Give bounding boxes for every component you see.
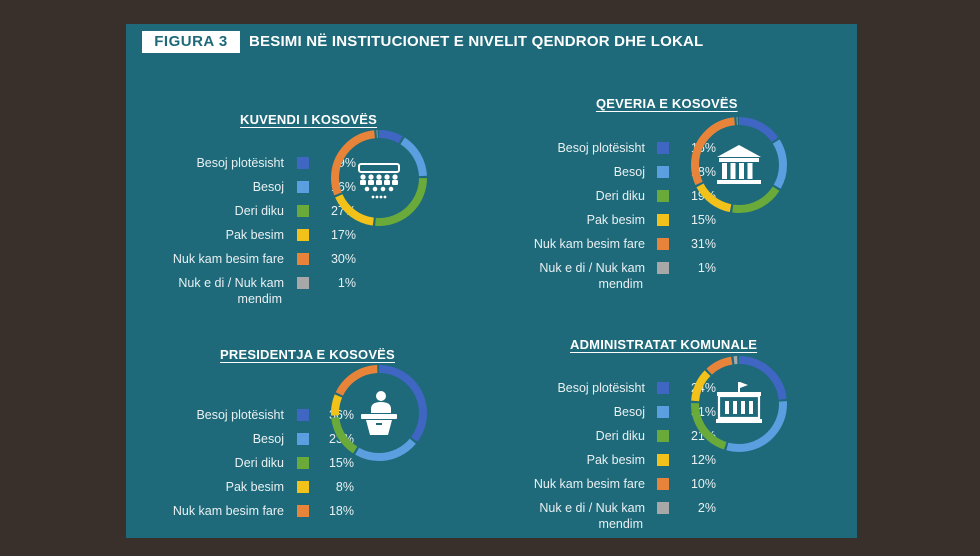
kuvendi-i-kosoves-legend-swatch	[297, 229, 309, 241]
assembly-hall-icon	[359, 164, 399, 198]
kuvendi-i-kosoves-legend-label: Nuk e di / Nuk kam mendim	[134, 275, 284, 307]
presidentja-e-kosoves-legend-swatch	[297, 433, 309, 445]
administratat-komunale-legend-label: Nuk kam besim fare	[495, 476, 645, 492]
qeveria-e-kosoves-legend-label: Pak besim	[495, 212, 645, 228]
administratat-komunale-legend-swatch	[657, 430, 669, 442]
presidentja-e-kosoves-legend-swatch	[297, 505, 309, 517]
kuvendi-i-kosoves-legend-label: Pak besim	[134, 227, 284, 243]
administratat-komunale-legend-label: Nuk e di / Nuk kam mendim	[495, 500, 645, 532]
kuvendi-i-kosoves-legend-swatch	[297, 205, 309, 217]
kuvendi-i-kosoves-data-label: 1%	[316, 275, 356, 291]
qeveria-e-kosoves-data-label: 1%	[676, 260, 716, 276]
administratat-komunale-legend-label: Deri diku	[495, 428, 645, 444]
qeveria-e-kosoves-legend-label: Nuk e di / Nuk kam mendim	[495, 260, 645, 292]
administratat-komunale-legend-label: Pak besim	[495, 452, 645, 468]
figure-title: BESIMI NË INSTITUCIONET E NIVELIT QENDRO…	[249, 31, 703, 53]
administratat-komunale-legend-swatch	[657, 382, 669, 394]
administratat-komunale-legend-swatch	[657, 478, 669, 490]
qeveria-e-kosoves-title: QEVERIA E KOSOVËS	[596, 96, 738, 111]
presidentja-e-kosoves-donut	[327, 361, 431, 465]
administratat-komunale-legend-swatch	[657, 502, 669, 514]
kuvendi-i-kosoves-title: KUVENDI I KOSOVËS	[240, 112, 377, 127]
podium-icon	[361, 391, 397, 435]
presidentja-e-kosoves-legend-label: Nuk kam besim fare	[134, 503, 284, 519]
qeveria-e-kosoves-legend-label: Deri diku	[495, 188, 645, 204]
kuvendi-i-kosoves-legend-swatch	[297, 277, 309, 289]
presidentja-e-kosoves-legend-label: Besoj	[134, 431, 284, 447]
presidentja-e-kosoves-legend-swatch	[297, 481, 309, 493]
government-building-icon	[717, 145, 761, 184]
figure-tag: FIGURA 3	[142, 31, 240, 53]
administratat-komunale-data-label: 10%	[676, 476, 716, 492]
qeveria-e-kosoves-legend-swatch	[657, 166, 669, 178]
kuvendi-i-kosoves-legend-label: Nuk kam besim fare	[134, 251, 284, 267]
administratat-komunale-legend-swatch	[657, 454, 669, 466]
kuvendi-i-kosoves-legend-swatch	[297, 157, 309, 169]
kuvendi-i-kosoves-data-label: 30%	[316, 251, 356, 267]
presidentja-e-kosoves-legend-label: Besoj plotësisht	[134, 407, 284, 423]
kuvendi-i-kosoves-legend-label: Besoj	[134, 179, 284, 195]
municipal-building-icon	[716, 382, 762, 423]
administratat-komunale-donut	[687, 352, 791, 456]
qeveria-e-kosoves-legend-label: Besoj plotësisht	[495, 140, 645, 156]
kuvendi-i-kosoves-legend-swatch	[297, 181, 309, 193]
presidentja-e-kosoves-legend-label: Deri diku	[134, 455, 284, 471]
presidentja-e-kosoves-title: PRESIDENTJA E KOSOVËS	[220, 347, 395, 362]
top-strip	[0, 0, 200, 6]
kuvendi-i-kosoves-donut	[327, 126, 431, 230]
administratat-komunale-data-label: 2%	[676, 500, 716, 516]
qeveria-e-kosoves-legend-label: Nuk kam besim fare	[495, 236, 645, 252]
administratat-komunale-legend-swatch	[657, 406, 669, 418]
presidentja-e-kosoves-legend-swatch	[297, 457, 309, 469]
administratat-komunale-title: ADMINISTRATAT KOMUNALE	[570, 337, 757, 352]
qeveria-e-kosoves-legend-swatch	[657, 214, 669, 226]
kuvendi-i-kosoves-legend-label: Deri diku	[134, 203, 284, 219]
kuvendi-i-kosoves-legend-label: Besoj plotësisht	[134, 155, 284, 171]
qeveria-e-kosoves-legend-swatch	[657, 190, 669, 202]
administratat-komunale-legend-label: Besoj plotësisht	[495, 380, 645, 396]
qeveria-e-kosoves-data-label: 31%	[676, 236, 716, 252]
qeveria-e-kosoves-legend-swatch	[657, 238, 669, 250]
administratat-komunale-legend-label: Besoj	[495, 404, 645, 420]
qeveria-e-kosoves-legend-swatch	[657, 142, 669, 154]
presidentja-e-kosoves-data-label: 18%	[314, 503, 354, 519]
qeveria-e-kosoves-donut	[687, 113, 791, 217]
presidentja-e-kosoves-legend-label: Pak besim	[134, 479, 284, 495]
presidentja-e-kosoves-legend-swatch	[297, 409, 309, 421]
qeveria-e-kosoves-legend-label: Besoj	[495, 164, 645, 180]
qeveria-e-kosoves-legend-swatch	[657, 262, 669, 274]
kuvendi-i-kosoves-legend-swatch	[297, 253, 309, 265]
presidentja-e-kosoves-data-label: 8%	[314, 479, 354, 495]
